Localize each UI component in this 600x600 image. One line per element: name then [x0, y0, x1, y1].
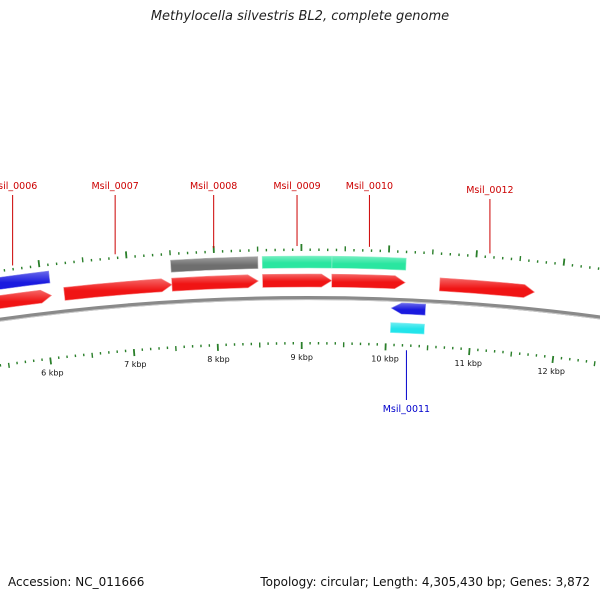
major-tick-inner	[49, 357, 52, 365]
feature-track[interactable]	[0, 255, 600, 338]
minor-tick-inner	[91, 352, 94, 358]
gene-label-msil-0007: Msil_0007	[91, 181, 138, 192]
minor-tick-inner	[593, 361, 596, 367]
gene-label-msil-0011: Msil_0011	[383, 404, 430, 415]
minor-tick-inner	[7, 362, 10, 368]
genome-summary: Topology: circular; Length: 4,305,430 bp…	[260, 575, 590, 589]
gene-label-msil-0006: Msil_0006	[0, 181, 37, 192]
gene-label-msil-0008: Msil_0008	[190, 181, 237, 192]
gene-label-msil-0010: Msil_0010	[346, 181, 393, 192]
major-tick-outer	[125, 251, 128, 259]
genome-title: Methylocella silvestris BL2, complete ge…	[150, 9, 450, 24]
outer-tick-track	[3, 244, 600, 272]
major-tick-outer	[475, 250, 478, 258]
major-tick-inner	[551, 355, 555, 364]
minor-tick-outer	[81, 257, 84, 263]
gene-msil-0008-blast[interactable]	[170, 256, 259, 273]
major-tick-inner	[468, 347, 471, 356]
gene-msil-0008[interactable]	[171, 274, 259, 292]
gene-msil-0012[interactable]	[439, 277, 536, 298]
axis-label-9kbp: 9 kbp	[291, 353, 313, 362]
accession-label: Accession: NC_011666	[8, 575, 145, 589]
axis-label-7kbp: 7 kbp	[124, 360, 146, 369]
axis-label-11kbp: 11 kbp	[454, 359, 482, 368]
gene-label-msil-0009: Msil_0009	[273, 181, 320, 192]
axis-label-6kbp: 6 kbp	[41, 368, 63, 377]
gene-msil-0006-blast[interactable]	[0, 270, 51, 292]
backbone-arc	[0, 296, 600, 322]
gene-msil-0009-blast[interactable]	[261, 255, 333, 269]
axis-label-12kbp: 12 kbp	[537, 367, 565, 376]
major-tick-outer	[562, 258, 566, 266]
major-tick-outer	[37, 260, 41, 268]
gene-msil-0009[interactable]	[262, 273, 333, 288]
gene-msil-0011[interactable]	[390, 302, 426, 316]
axis-label-10kbp: 10 kbp	[371, 354, 399, 363]
feature-labels: Msil_0006 Msil_0007 Msil_0008 Msil_0009 Msil…	[0, 181, 514, 415]
major-tick-inner	[132, 348, 136, 357]
gene-msil-0010[interactable]	[331, 273, 406, 290]
gene-msil-0011-blast[interactable]	[390, 322, 425, 335]
gene-msil-0010-blast[interactable]	[331, 255, 407, 271]
gene-label-msil-0012: Msil_0012	[466, 185, 513, 196]
backbone-highlight	[0, 299, 600, 322]
gene-msil-0006[interactable]	[0, 289, 53, 311]
axis-label-8kbp: 8 kbp	[207, 355, 229, 364]
inner-tick-track	[0, 342, 596, 368]
gene-msil-0007[interactable]	[63, 278, 173, 301]
genome-backbone	[0, 296, 600, 322]
